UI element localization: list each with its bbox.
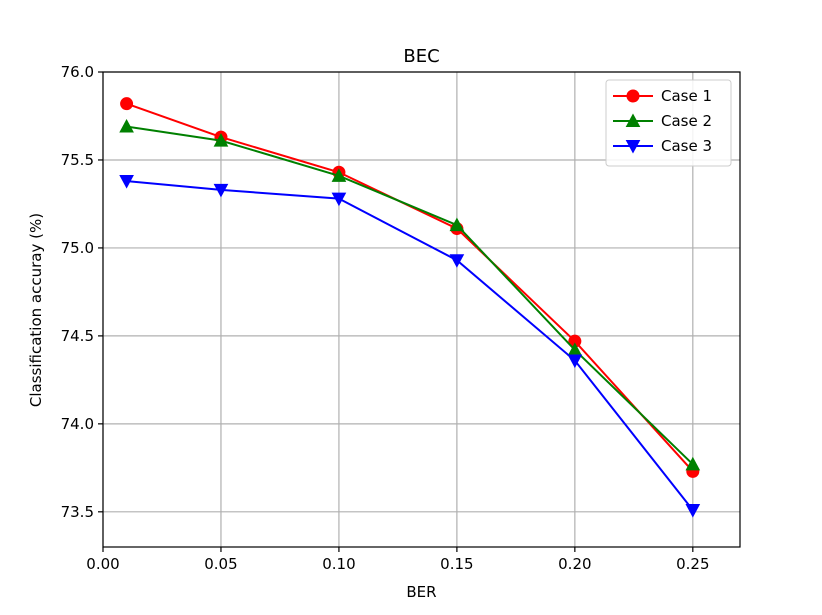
data-point bbox=[685, 504, 701, 518]
x-tick-label: 0.15 bbox=[440, 555, 473, 573]
y-tick-label: 76.0 bbox=[61, 63, 94, 81]
x-tick-label: 0.25 bbox=[676, 555, 709, 573]
data-point bbox=[331, 192, 347, 207]
legend-label: Case 1 bbox=[661, 87, 712, 105]
data-point bbox=[449, 254, 465, 268]
series-3 bbox=[119, 175, 701, 518]
chart-title: BEC bbox=[403, 46, 439, 67]
series-group bbox=[119, 97, 701, 518]
y-tick-label: 73.5 bbox=[61, 503, 94, 521]
y-tick-label: 74.5 bbox=[61, 327, 94, 345]
data-point bbox=[685, 456, 701, 471]
y-tick-label: 75.0 bbox=[61, 239, 94, 257]
x-tick-label: 0.10 bbox=[322, 555, 355, 573]
data-point bbox=[120, 97, 134, 111]
y-tick-label: 75.5 bbox=[61, 151, 94, 169]
y-axis-label: Classification accuray (%) bbox=[27, 213, 45, 407]
legend-item: Case 1 bbox=[613, 87, 712, 105]
legend-item: Case 3 bbox=[613, 137, 712, 155]
legend-item: Case 2 bbox=[613, 112, 712, 130]
axis-ticks: 0.00 0.05 0.10 0.15 0.20 0.25 73.5 74.0 74.5 75.0… bbox=[61, 63, 710, 573]
legend: Case 1 Case 2 Case 3 bbox=[605, 79, 732, 167]
x-tick-label: 0.05 bbox=[204, 555, 237, 573]
data-point bbox=[213, 133, 229, 147]
legend-label: Case 2 bbox=[661, 112, 712, 130]
legend-label: Case 3 bbox=[661, 137, 712, 155]
series-line bbox=[126, 125, 694, 466]
data-point bbox=[213, 183, 229, 198]
series-line bbox=[126, 180, 694, 511]
data-point bbox=[119, 175, 134, 189]
data-point bbox=[449, 217, 465, 232]
legend-marker bbox=[625, 139, 641, 154]
data-point bbox=[119, 118, 134, 133]
x-axis-label: BER bbox=[406, 583, 436, 601]
data-point bbox=[567, 354, 583, 369]
data-point bbox=[331, 168, 347, 182]
x-tick-label: 0.00 bbox=[86, 555, 119, 573]
x-tick-label: 0.20 bbox=[558, 555, 591, 573]
y-tick-label: 74.0 bbox=[61, 415, 94, 433]
legend-marker bbox=[626, 89, 640, 103]
legend-marker bbox=[625, 113, 641, 128]
series-2 bbox=[119, 118, 701, 471]
plot-area-frame bbox=[102, 71, 741, 548]
